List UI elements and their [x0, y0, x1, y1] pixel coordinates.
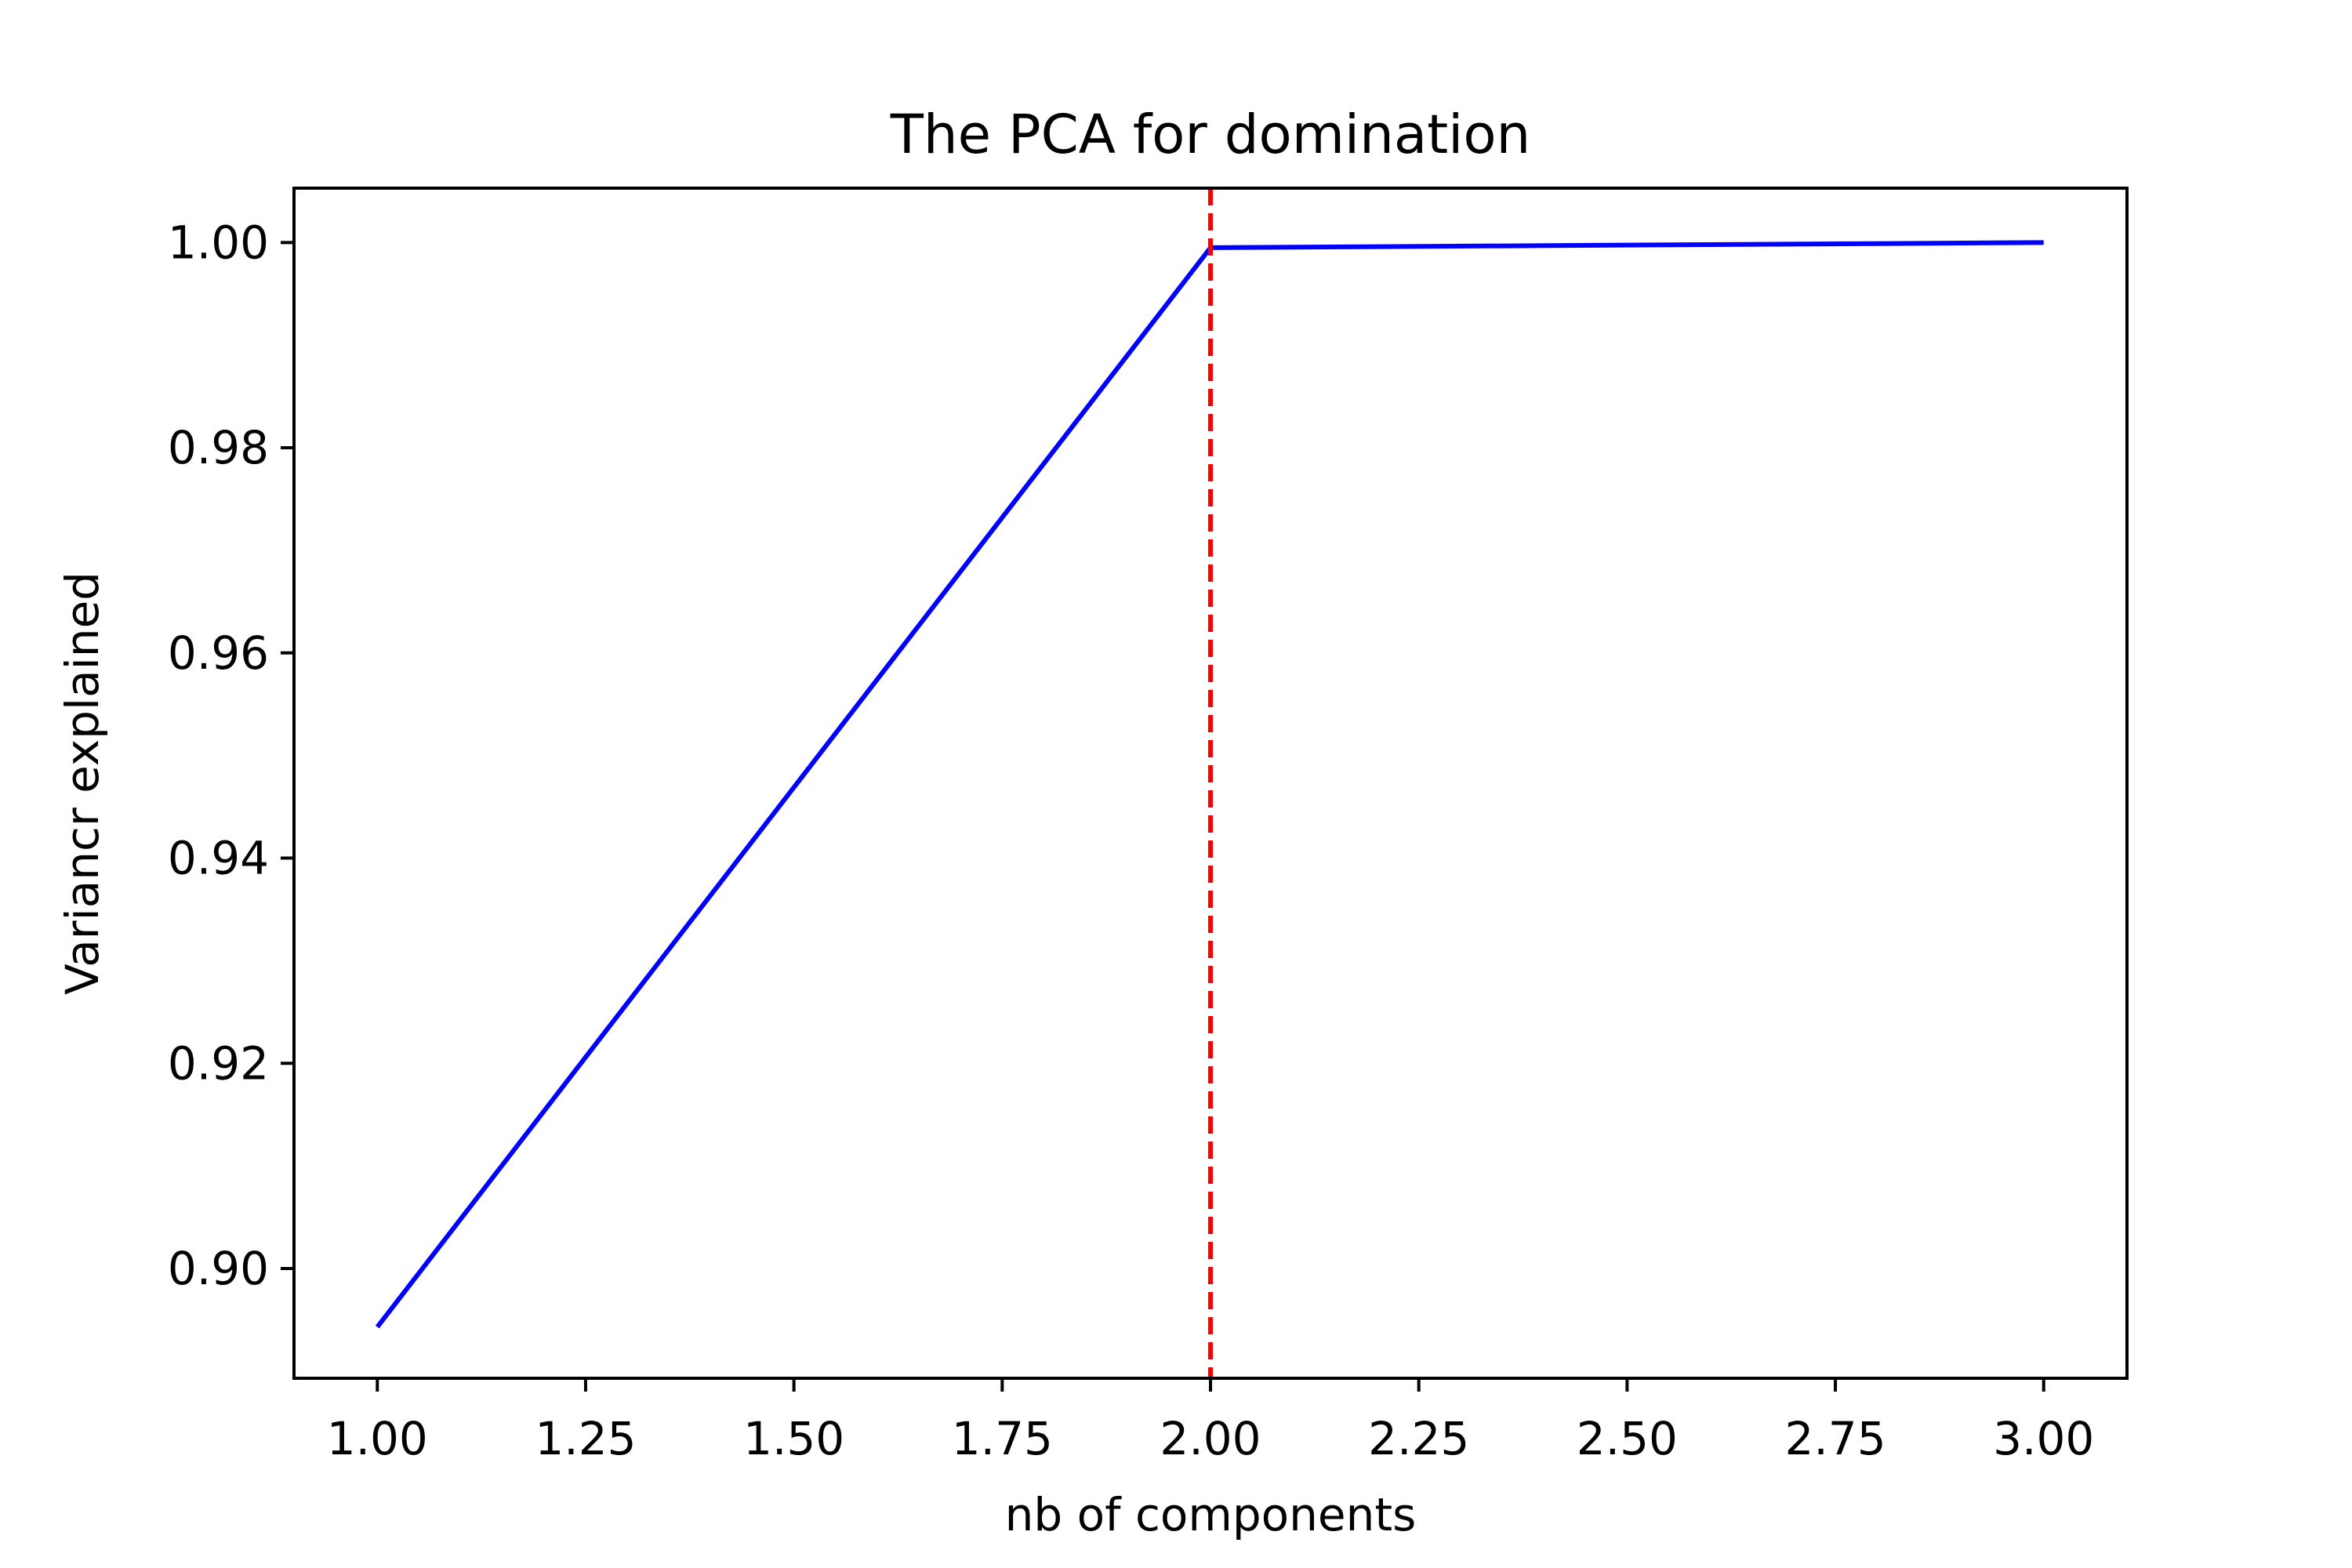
y-tick-label: 0.90 — [168, 1242, 269, 1295]
x-tick-label: 1.50 — [743, 1412, 844, 1465]
x-tick-label: 2.25 — [1368, 1412, 1469, 1465]
x-tick-label: 1.75 — [952, 1412, 1053, 1465]
x-axis-label: nb of components — [1005, 1488, 1417, 1541]
y-axis-label: Variancr explained — [56, 572, 109, 995]
x-axis-ticks: 1.00 1.25 1.50 1.75 2.00 2.25 2.50 2.75 3.00 — [327, 1378, 2094, 1465]
x-tick-label: 2.75 — [1784, 1412, 1886, 1465]
y-tick-label: 0.98 — [168, 421, 269, 474]
y-tick-label: 0.94 — [168, 832, 269, 885]
y-axis-ticks: 0.90 0.92 0.94 0.96 0.98 1.00 — [168, 216, 294, 1295]
y-tick-label: 0.92 — [168, 1036, 269, 1090]
x-tick-label: 1.00 — [327, 1412, 428, 1465]
x-tick-label: 3.00 — [1993, 1412, 2094, 1465]
x-tick-label: 1.25 — [535, 1412, 636, 1465]
y-tick-label: 1.00 — [168, 216, 269, 269]
plot-area — [375, 188, 2044, 1378]
y-tick-label: 0.96 — [168, 626, 269, 680]
x-tick-label: 2.50 — [1577, 1412, 1678, 1465]
chart-title: The PCA for domination — [890, 103, 1531, 166]
x-tick-label: 2.00 — [1160, 1412, 1261, 1465]
